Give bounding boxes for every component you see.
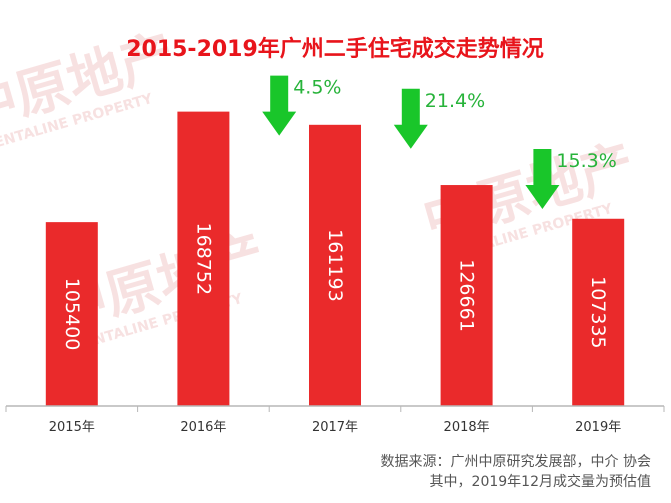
x-tick-label: 2018年 — [444, 420, 490, 435]
down-arrow-icon — [525, 149, 560, 210]
change-label: 21.4% — [425, 90, 485, 112]
bars-layer: 105400 168752 161193 126661 107335 — [45, 111, 625, 406]
bar — [440, 185, 493, 406]
changes-layer: 4.5% 21.4% 15.3% — [262, 75, 617, 210]
bar — [572, 218, 625, 406]
bar-value-label: 105400 — [61, 278, 83, 351]
x-axis-ticks: 2015年 2016年 2017年 2018年 2019年 — [5, 406, 665, 435]
x-tick-label: 2019年 — [575, 420, 621, 435]
x-tick-label: 2017年 — [312, 420, 358, 435]
down-arrow-icon — [262, 75, 297, 136]
change-arrow: 15.3% — [525, 149, 617, 210]
source-note: 数据来源：广州中原研究发展部，中介 协会 其中，2019年12月成交量为预估值 — [291, 452, 651, 492]
down-arrow-icon — [393, 88, 428, 149]
x-tick-label: 2015年 — [49, 420, 95, 435]
bar-value-label: 107335 — [587, 276, 609, 349]
bar-value-label: 161193 — [324, 229, 346, 302]
chart-title: 2015-2019年广州二手住宅成交走势情况 — [126, 36, 544, 62]
bar — [309, 124, 361, 406]
bar — [177, 111, 230, 406]
source-line-1: 数据来源：广州中原研究发展部，中介 协会 — [380, 454, 651, 470]
change-label: 15.3% — [556, 150, 616, 172]
bar-value-label: 126661 — [456, 259, 478, 332]
source-line-2: 其中，2019年12月成交量为预估值 — [429, 474, 651, 490]
change-arrow: 21.4% — [393, 88, 485, 149]
change-label: 4.5% — [293, 77, 341, 99]
bar — [45, 222, 98, 406]
bar-value-label: 168752 — [192, 223, 214, 296]
change-arrow: 4.5% — [262, 75, 341, 136]
x-tick-label: 2016年 — [180, 420, 226, 435]
